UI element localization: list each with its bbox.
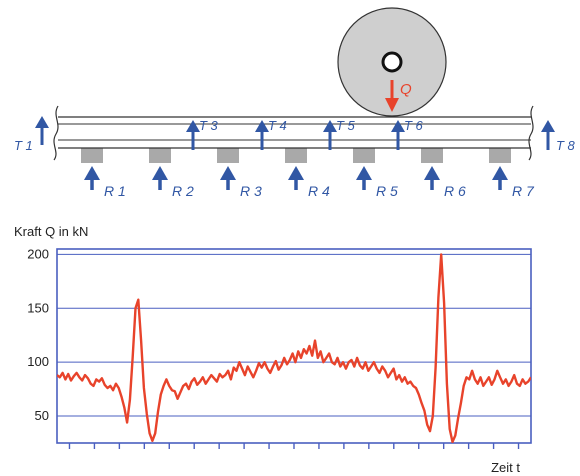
plot-area-frame [56, 248, 532, 444]
t-arrow-head [323, 120, 337, 132]
rail [53, 105, 534, 161]
t-arrow-head [541, 120, 555, 132]
r-sensor-labels: R 1 R 2 R 3 R 4 R 5 R 6 R 7 [104, 183, 535, 199]
r-arrow-head [288, 166, 304, 180]
r-sensor-label: R 3 [240, 183, 262, 199]
y-tick-label: 100 [27, 354, 49, 369]
r-sensor-label: R 7 [512, 183, 535, 199]
sleeper [149, 148, 171, 163]
sleeper [353, 148, 375, 163]
chart-title: Kraft Q in kN [14, 224, 88, 239]
rail-break-right [528, 105, 534, 161]
r-arrow-head [356, 166, 372, 180]
r-arrow-head [424, 166, 440, 180]
t-sensor-label: T 6 [404, 118, 424, 133]
wheel-hub [381, 51, 403, 73]
wheel [337, 7, 447, 117]
t-sensor-labels: T 1 T 3 T 4 T 5 T 6 T 8 [14, 118, 576, 153]
rail-diagram: Q T 1 T 3 T 4 T 5 T 6 T 8 [14, 7, 576, 199]
force-chart: Kraft Q in kN 50 100 150 200 Zeit t [14, 224, 532, 475]
t-arrow-head [391, 120, 405, 132]
sleeper [489, 148, 511, 163]
t-sensor-label: T 4 [268, 118, 287, 133]
sleeper [285, 148, 307, 163]
rail-break-left [53, 105, 59, 161]
y-tick-labels: 50 100 150 200 [27, 246, 49, 423]
sleeper [217, 148, 239, 163]
wheel-force: Q [385, 80, 412, 112]
r-arrow-head [152, 166, 168, 180]
y-tick-label: 150 [27, 300, 49, 315]
force-arrow-head [385, 98, 399, 112]
sleeper [81, 148, 103, 163]
force-series-line [57, 253, 531, 443]
r-arrow-head [492, 166, 508, 180]
sleepers [81, 148, 511, 163]
t-sensor-label: T 5 [336, 118, 356, 133]
t-arrow-head [35, 116, 49, 128]
r-sensor-label: R 2 [172, 183, 194, 199]
t-sensor-arrows [35, 116, 555, 150]
y-tick-label: 200 [27, 246, 49, 261]
sleeper [421, 148, 443, 163]
force-label: Q [400, 81, 412, 98]
t-sensor-label: T 3 [199, 118, 219, 133]
t-arrow-head [186, 120, 200, 132]
r-sensor-label: R 6 [444, 183, 466, 199]
r-sensor-label: R 4 [308, 183, 330, 199]
x-axis-label: Zeit t [491, 460, 520, 475]
r-sensor-label: R 1 [104, 183, 126, 199]
y-tick-label: 50 [35, 408, 49, 423]
t-sensor-label: T 8 [556, 138, 576, 153]
r-arrow-head [84, 166, 100, 180]
x-ticks [68, 443, 520, 449]
r-sensor-label: R 5 [376, 183, 398, 199]
r-arrow-head [220, 166, 236, 180]
t-arrow-head [255, 120, 269, 132]
r-sensor-arrows [84, 166, 508, 190]
t-sensor-label: T 1 [14, 138, 33, 153]
